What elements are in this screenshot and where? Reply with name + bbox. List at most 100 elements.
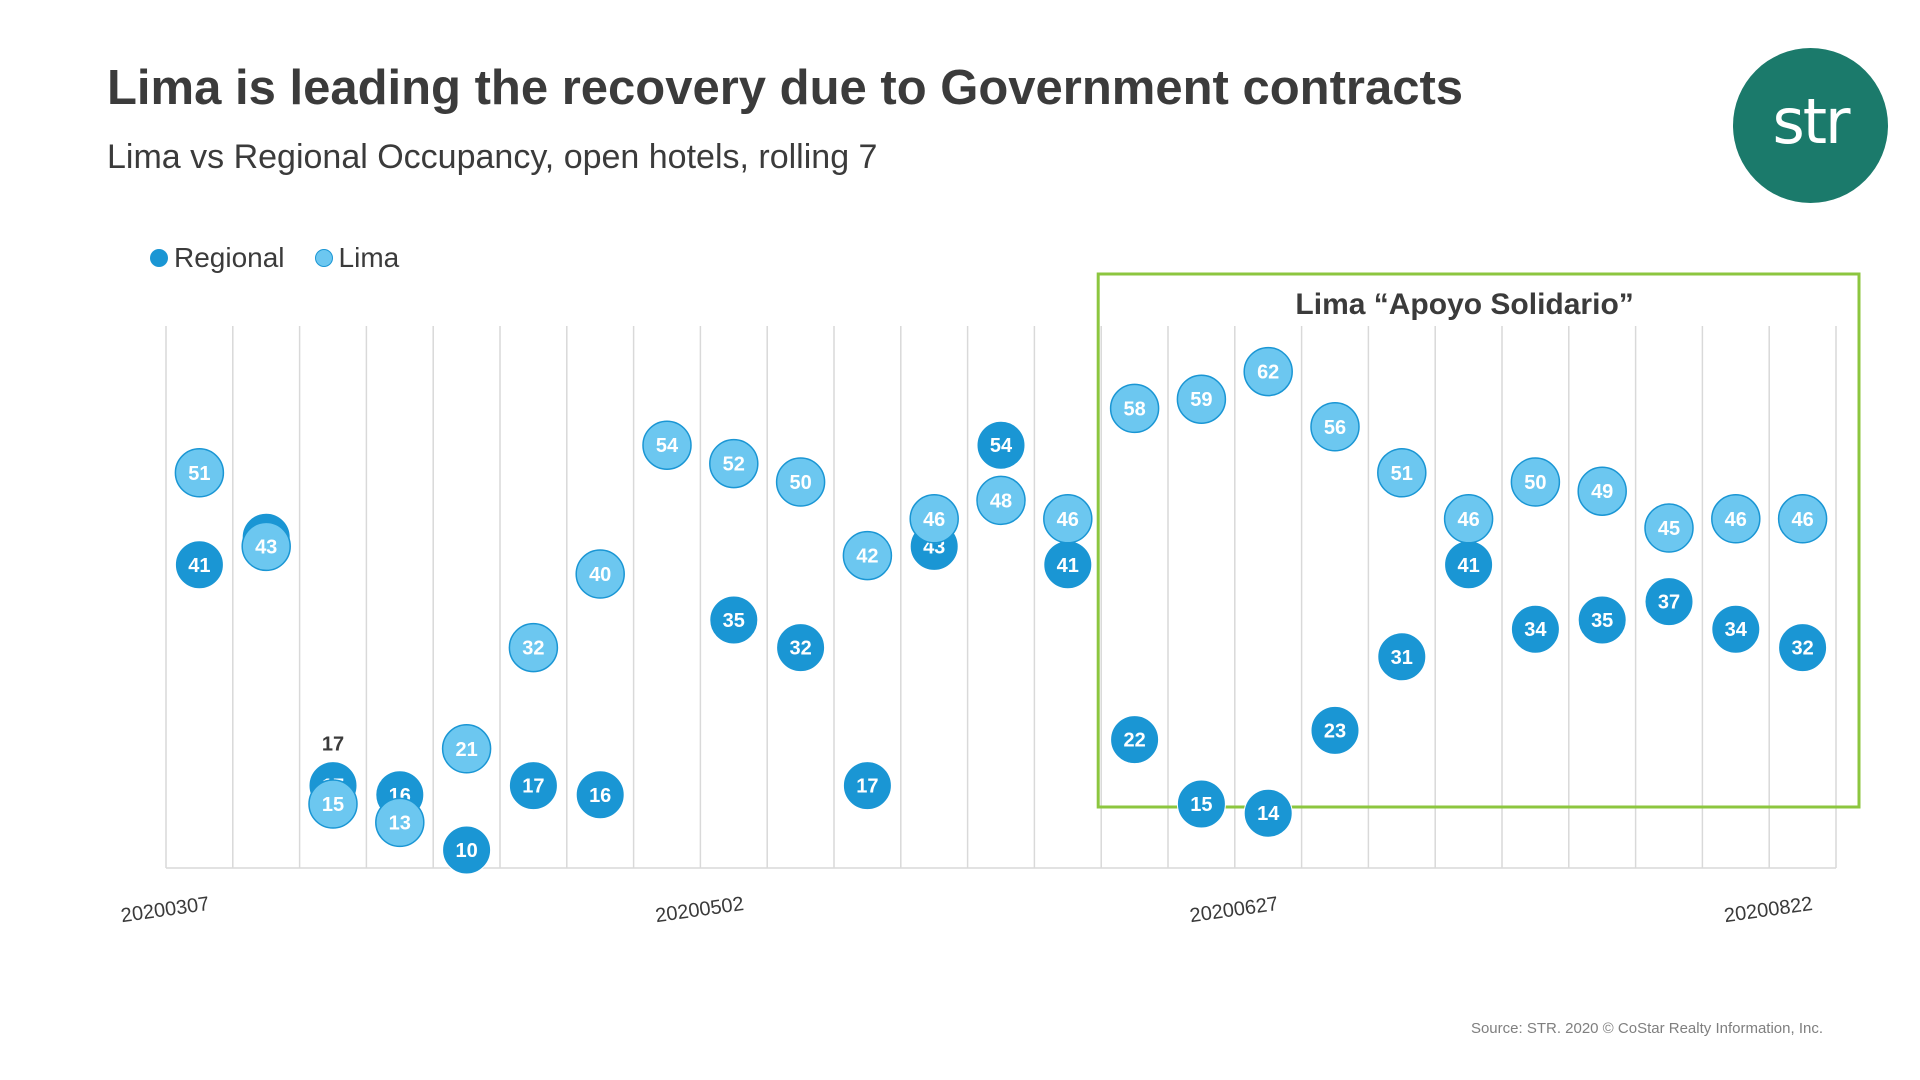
lima-data-label: 46 <box>1057 509 1079 531</box>
lima-data-label: 46 <box>923 509 945 531</box>
regional-point <box>508 761 558 811</box>
lima-data-label: 49 <box>1591 481 1613 503</box>
regional-data-label: 31 <box>1391 647 1413 669</box>
regional-point <box>442 825 492 875</box>
lima-point <box>1443 494 1494 544</box>
legend-swatch-lima <box>314 249 333 267</box>
lima-data-label: 42 <box>856 546 878 568</box>
lima-data-label: 43 <box>255 536 277 558</box>
lima-point <box>1644 503 1694 553</box>
regional-data-label: 34 <box>1725 619 1748 641</box>
regional-point <box>1110 715 1160 765</box>
lima-data-label: 40 <box>589 564 611 586</box>
lima-data-label: 21 <box>455 739 477 761</box>
lima-data-label: 45 <box>1658 518 1680 540</box>
lima-point <box>1377 448 1427 498</box>
highlight-label: Lima “Apoyo Solidario” <box>1295 288 1633 321</box>
lima-point <box>241 521 291 572</box>
regional-data-label: 41 <box>188 555 210 577</box>
lima-point <box>976 475 1026 526</box>
lima-point <box>1711 494 1761 544</box>
lima-point <box>1777 494 1828 544</box>
regional-point <box>1176 779 1226 829</box>
lima-data-label: 51 <box>188 463 210 485</box>
regional-point <box>1310 705 1360 755</box>
source-note: Source: STR. 2020 © CoStar Realty Inform… <box>1470 1020 1823 1037</box>
logo-text: str <box>1772 85 1850 158</box>
str-logo: str <box>1733 48 1888 205</box>
lima-data-label: 50 <box>789 472 811 494</box>
lima-data-label: 46 <box>1791 509 1813 531</box>
regional-point <box>174 540 224 590</box>
x-tick-label: 20200822 <box>1723 893 1814 927</box>
lima-data-label: 62 <box>1257 362 1279 384</box>
lima-point <box>642 420 692 470</box>
regional-data-label: 41 <box>1057 555 1079 577</box>
regional-data-label: 17 <box>856 776 878 798</box>
regional-point <box>1510 604 1560 654</box>
regional-point <box>709 595 759 645</box>
regional-outside-data-label: 17 <box>322 734 344 756</box>
regional-data-label: 32 <box>789 638 811 660</box>
regional-point <box>575 770 625 820</box>
legend-item-regional: Regional <box>150 242 285 274</box>
legend-label-lima: Lima <box>338 242 400 273</box>
lima-point <box>842 530 893 581</box>
highlight-box <box>1096 272 1861 809</box>
regional-data-label: 22 <box>1123 730 1145 752</box>
regional-point <box>976 420 1026 470</box>
lima-point <box>441 724 492 774</box>
lima-data-label: 54 <box>656 435 679 457</box>
page-subtitle: Lima vs Regional Occupancy, open hotels,… <box>107 138 878 176</box>
lima-data-label: 46 <box>1725 509 1747 531</box>
regional-data-label: 17 <box>522 776 544 798</box>
regional-point <box>1243 788 1293 838</box>
regional-point <box>1778 623 1828 673</box>
legend-swatch-regional <box>150 249 168 267</box>
legend-item-lima: Lima <box>314 242 400 274</box>
lima-point <box>1310 402 1360 452</box>
regional-data-label: 10 <box>455 840 477 862</box>
x-tick-label: 20200502 <box>654 893 745 927</box>
lima-point <box>575 549 625 599</box>
lima-data-label: 51 <box>1391 463 1413 485</box>
lima-point <box>375 797 425 848</box>
lima-data-label: 48 <box>990 490 1012 512</box>
regional-data-label: 15 <box>1190 794 1212 816</box>
lima-data-label: 15 <box>322 794 344 816</box>
lima-point <box>909 494 959 544</box>
lima-point <box>709 438 759 489</box>
regional-point <box>776 623 826 673</box>
lima-data-label: 52 <box>723 454 745 476</box>
regional-data-label: 14 <box>1257 803 1280 825</box>
lima-data-label: 59 <box>1190 389 1212 411</box>
regional-point <box>1644 577 1694 627</box>
regional-data-label: 54 <box>990 435 1013 457</box>
regional-point <box>1577 595 1627 645</box>
page-title: Lima is leading the recovery due to Gove… <box>107 61 1464 115</box>
lima-data-label: 46 <box>1457 509 1479 531</box>
x-tick-label: 20200627 <box>1188 893 1279 927</box>
regional-point <box>842 761 892 811</box>
regional-data-label: 41 <box>1457 555 1479 577</box>
regional-data-label: 23 <box>1324 720 1346 742</box>
chart-legend: Regional Lima <box>150 242 399 274</box>
occupancy-scatter-chart: 20200307 20200502 20200627 20200822 Lima “Ap… <box>120 272 1861 927</box>
lima-point <box>775 457 826 507</box>
lima-data-label: 58 <box>1123 398 1145 420</box>
regional-point <box>1377 632 1427 682</box>
lima-data-label: 50 <box>1524 472 1546 494</box>
lima-point <box>174 448 225 498</box>
lima-point <box>1043 494 1093 544</box>
lima-point <box>1510 457 1561 507</box>
logo-underline <box>1736 200 1772 205</box>
lima-point <box>308 779 358 829</box>
lima-point <box>1577 466 1627 516</box>
regional-data-label: 35 <box>1591 610 1613 632</box>
lima-data-label: 32 <box>522 638 544 660</box>
regional-data-label: 16 <box>589 785 611 807</box>
regional-point <box>1711 604 1761 654</box>
lima-point <box>508 622 559 673</box>
lima-point <box>1176 374 1227 424</box>
